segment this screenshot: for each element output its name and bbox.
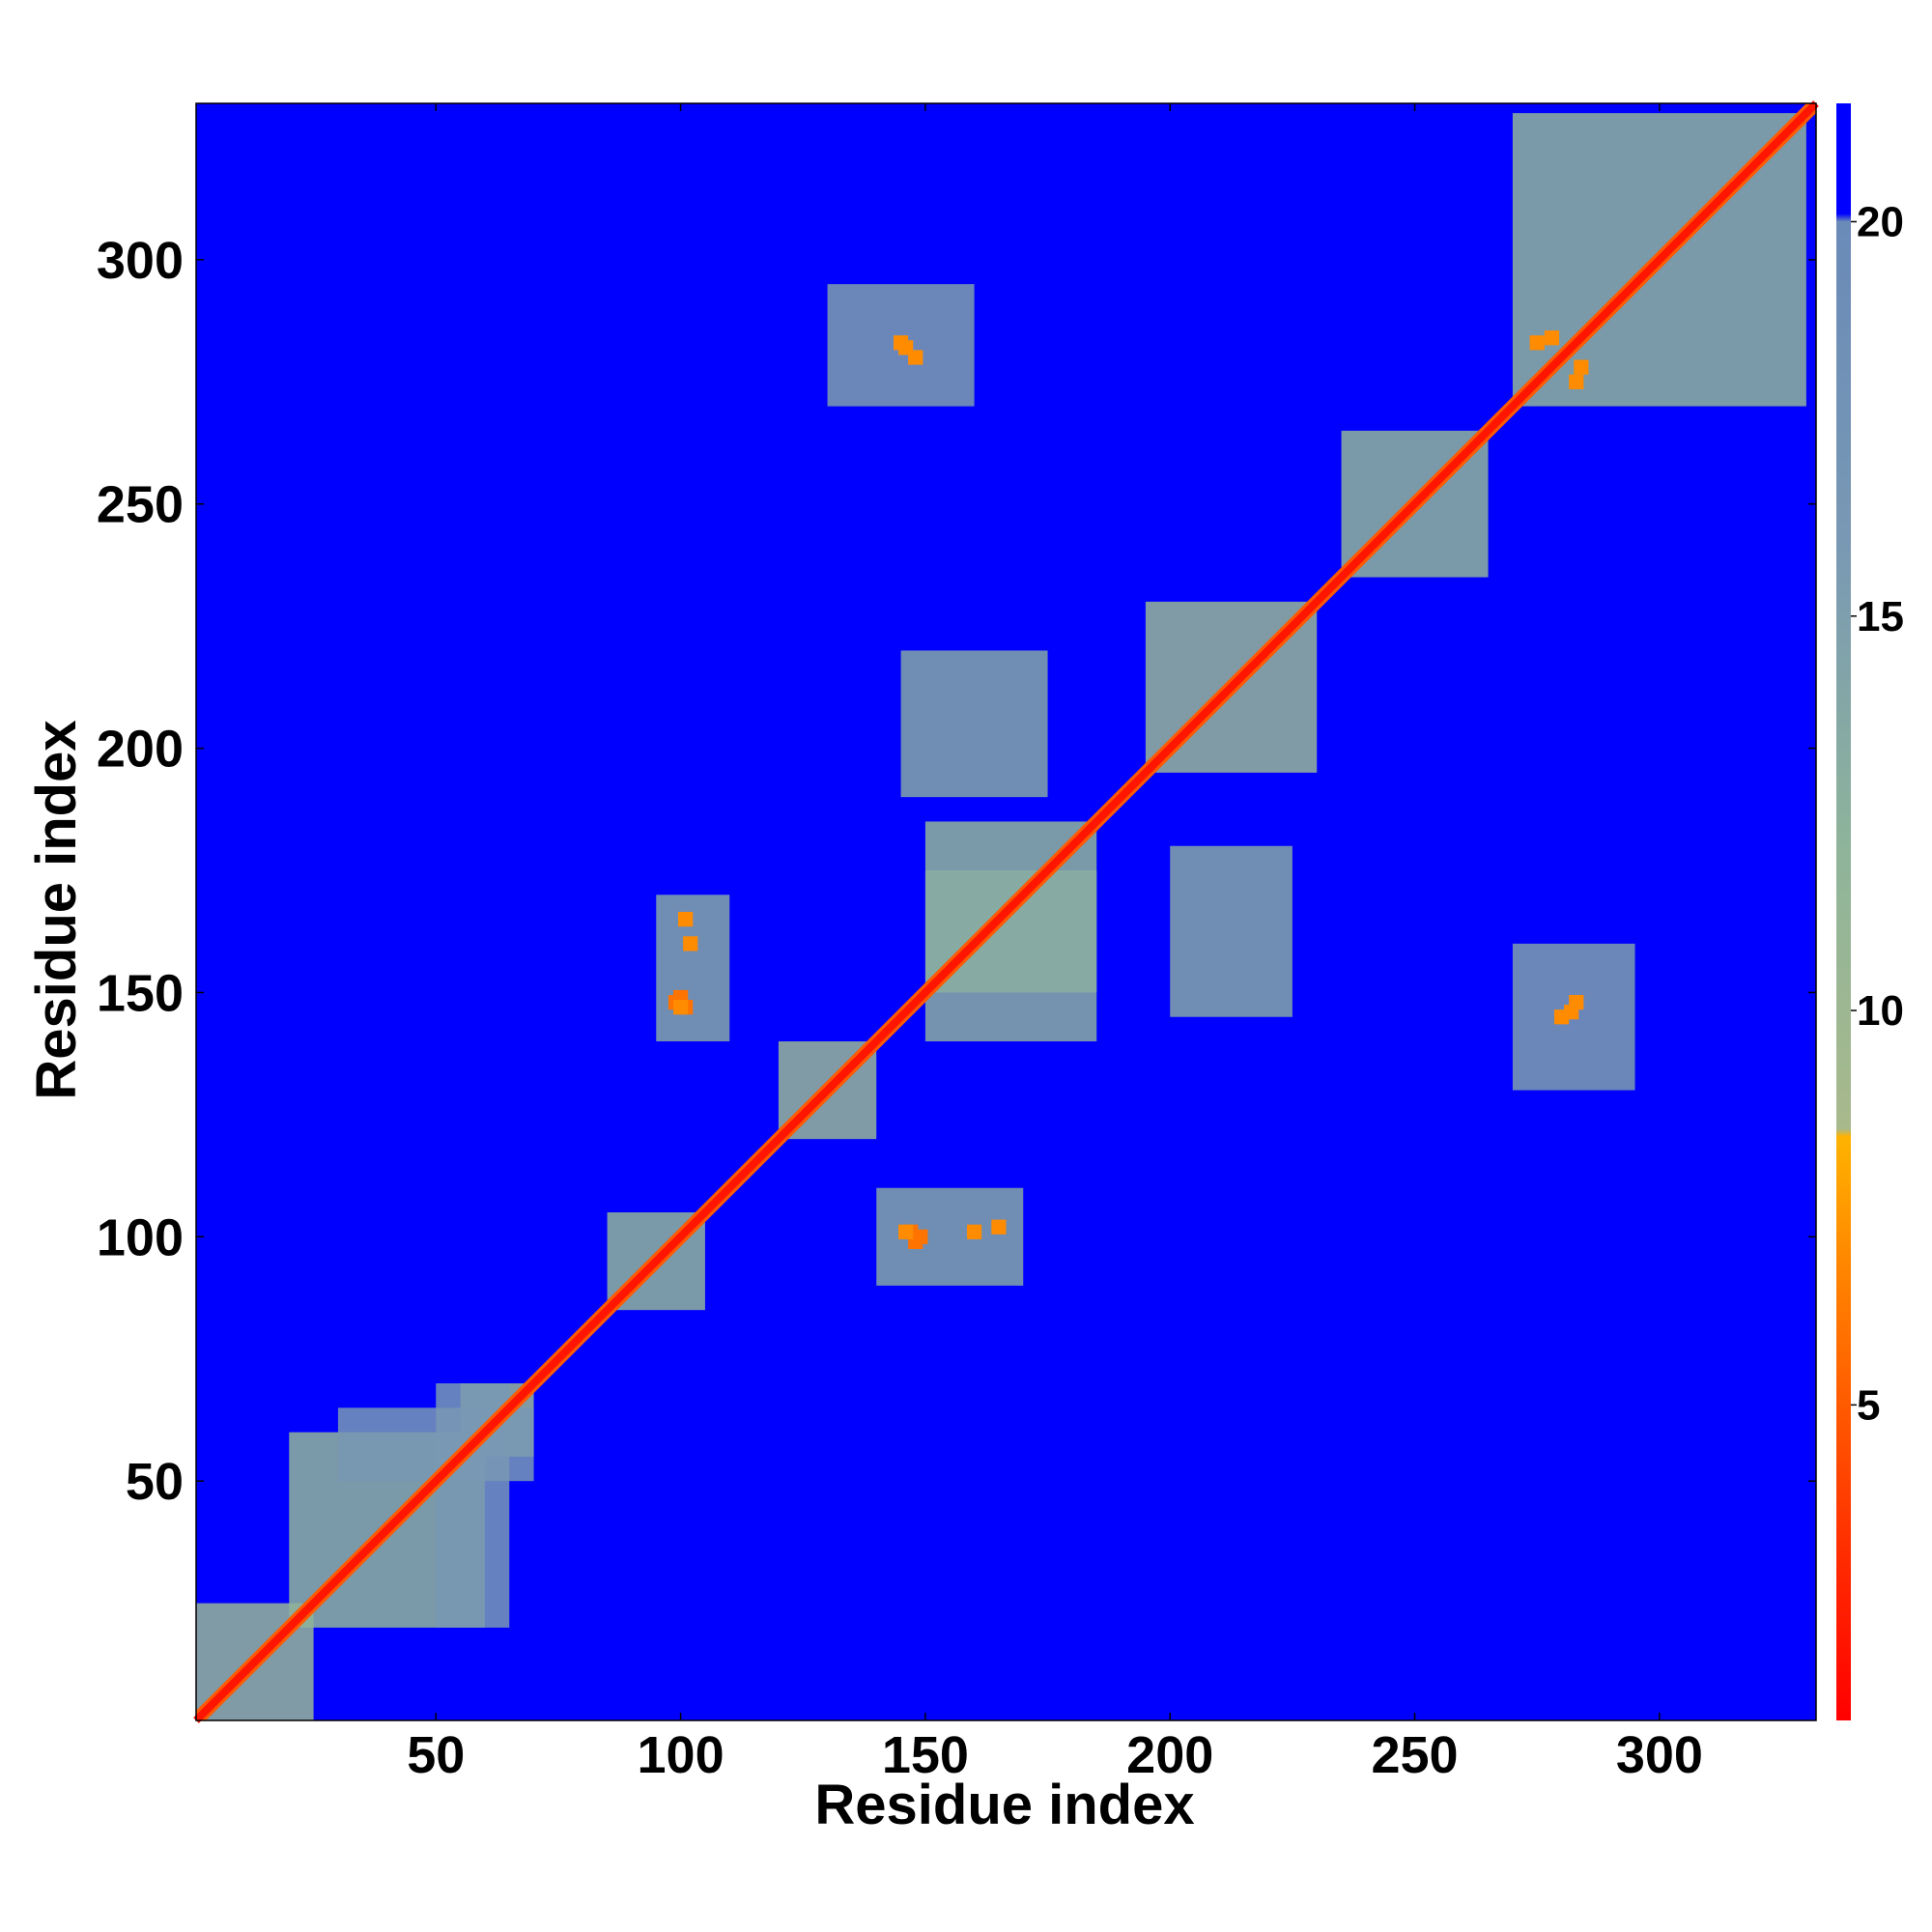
close-contact-11 bbox=[683, 936, 698, 952]
close-contact-8 bbox=[966, 1224, 982, 1239]
colorbar-tick-label: 20 bbox=[1857, 198, 1904, 245]
close-contact-7 bbox=[898, 1224, 914, 1239]
plot-frame bbox=[195, 102, 1817, 1721]
y-axis-ticks: 50 100 150 200 250 300 bbox=[97, 232, 1816, 1511]
y-tick-label: 250 bbox=[97, 476, 184, 534]
y-axis-label: Residue index bbox=[25, 720, 88, 1099]
x-tick-label: 250 bbox=[1371, 1726, 1458, 1784]
x-axis-label: Residue index bbox=[814, 1774, 1194, 1836]
close-contact-19 bbox=[1569, 374, 1584, 389]
close-contact-20 bbox=[1544, 330, 1560, 346]
close-contact-6 bbox=[672, 1000, 689, 1015]
colorbar-tick-label: 10 bbox=[1857, 987, 1904, 1035]
colorbar bbox=[1836, 103, 1851, 1720]
y-tick-label: 300 bbox=[97, 232, 184, 290]
x-tick-label: 200 bbox=[1126, 1726, 1213, 1784]
close-contact-17 bbox=[898, 340, 914, 355]
colorbar-ticks: 5 10 15 20 bbox=[1851, 198, 1904, 1429]
y-tick-label: 200 bbox=[97, 721, 184, 779]
x-tick-label: 150 bbox=[882, 1726, 969, 1784]
close-contact-18 bbox=[1529, 335, 1545, 351]
colorbar-gradient bbox=[1836, 103, 1851, 1720]
contact-region-9 bbox=[900, 650, 1048, 798]
diagonal-band-core bbox=[193, 100, 1819, 1723]
contact-region-10 bbox=[924, 870, 1097, 1042]
colorbar-tick-label: 15 bbox=[1857, 593, 1904, 640]
x-tick-label: 100 bbox=[638, 1726, 724, 1784]
x-axis-ticks: 50 100 150 200 250 300 bbox=[407, 103, 1703, 1784]
close-contact-21 bbox=[1574, 359, 1589, 375]
y-tick-label: 50 bbox=[126, 1453, 184, 1511]
y-tick-label: 150 bbox=[97, 964, 184, 1022]
close-contact-16 bbox=[1564, 1005, 1579, 1020]
contact-region-11 bbox=[876, 1187, 1024, 1286]
close-contact-10 bbox=[678, 911, 694, 927]
x-tick-label: 50 bbox=[407, 1726, 465, 1784]
y-tick-label: 100 bbox=[97, 1208, 184, 1266]
close-contact-9 bbox=[991, 1219, 1007, 1235]
heatmap-plot-area bbox=[193, 100, 1819, 1723]
colorbar-tick-label: 5 bbox=[1857, 1381, 1880, 1429]
x-tick-label: 300 bbox=[1616, 1726, 1703, 1784]
contact-region-17 bbox=[1170, 845, 1293, 1017]
